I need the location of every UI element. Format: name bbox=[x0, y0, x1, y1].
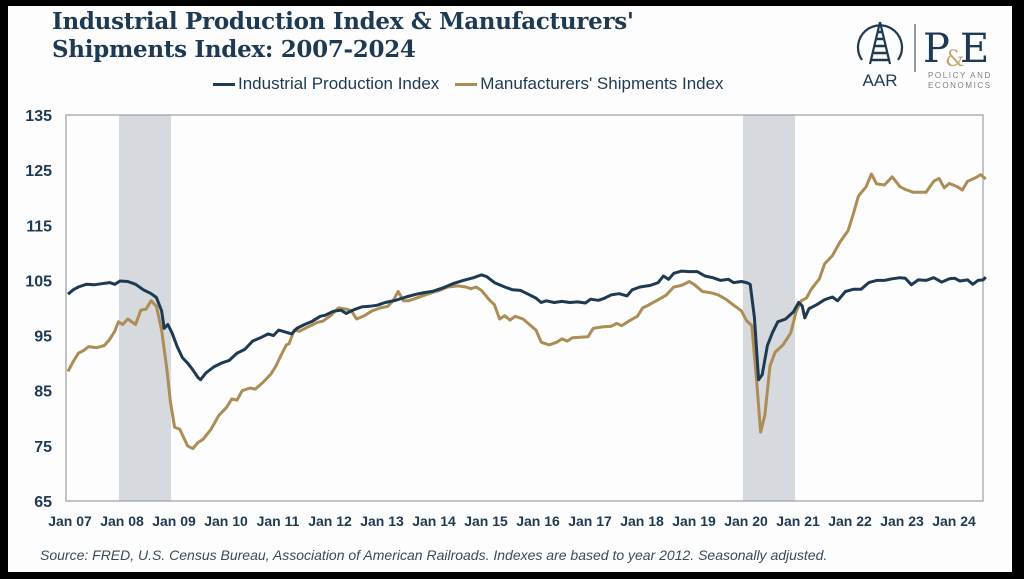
aar-pe-logo: AAR P & E POLICY AND ECONOMICS bbox=[856, 21, 992, 90]
y-tick-label: 65 bbox=[34, 494, 52, 511]
aar-logo-text: AAR bbox=[863, 71, 898, 90]
legend-label-manufacturers-shipments: Manufacturers' Shipments Index bbox=[480, 74, 724, 93]
railroad-track-icon bbox=[856, 21, 904, 65]
x-tick-label: Jan 09 bbox=[152, 513, 196, 529]
shaded-periods bbox=[119, 115, 795, 501]
x-tick-label: Jan 20 bbox=[724, 513, 768, 529]
x-tick-label: Jan 18 bbox=[620, 513, 664, 529]
x-tick-label: Jan 21 bbox=[776, 513, 820, 529]
pe-logo-p: P bbox=[923, 26, 950, 72]
x-tick-label: Jan 16 bbox=[516, 513, 560, 529]
x-tick-label: Jan 07 bbox=[48, 513, 92, 529]
pe-logo-e: E bbox=[960, 26, 989, 72]
chart-legend: Industrial Production Index Manufacturer… bbox=[213, 74, 724, 94]
y-tick-label: 95 bbox=[34, 329, 52, 346]
x-tick-label: Jan 12 bbox=[308, 513, 352, 529]
y-tick-label: 75 bbox=[34, 439, 52, 456]
legend-item-manufacturers-shipments: Manufacturers' Shipments Index bbox=[455, 74, 724, 94]
x-tick-label: Jan 22 bbox=[828, 513, 872, 529]
recession-band-1 bbox=[743, 115, 795, 501]
x-tick-label: Jan 10 bbox=[204, 513, 248, 529]
chart-title: Industrial Production Index & Manufactur… bbox=[52, 8, 634, 64]
pe-subtitle-1: POLICY AND bbox=[928, 71, 992, 80]
legend-swatch-manufacturers-shipments bbox=[455, 82, 478, 86]
y-tick-label: 115 bbox=[26, 218, 52, 235]
x-tick-label: Jan 14 bbox=[412, 513, 456, 529]
y-tick-label: 135 bbox=[25, 108, 52, 125]
plot-frame bbox=[65, 114, 984, 502]
x-tick-label: Jan 23 bbox=[880, 513, 924, 529]
source-note: Source: FRED, U.S. Census Bureau, Associ… bbox=[40, 547, 828, 563]
x-tick-label: Jan 19 bbox=[672, 513, 716, 529]
x-tick-label: Jan 08 bbox=[100, 513, 144, 529]
x-tick-label: Jan 24 bbox=[932, 513, 976, 529]
series-manufacturers-shipments-line bbox=[66, 172, 987, 451]
x-axis-ticks: Jan 07 Jan 08 Jan 09 Jan 10 Jan 11 Jan 12 Jan … bbox=[48, 513, 976, 529]
x-tick-label: Jan 17 bbox=[568, 513, 612, 529]
x-tick-label: Jan 11 bbox=[257, 513, 300, 529]
x-tick-label: Jan 13 bbox=[360, 513, 404, 529]
series-lines bbox=[66, 172, 987, 451]
legend-swatch-industrial-production bbox=[213, 82, 235, 86]
pe-subtitle-2: ECONOMICS bbox=[928, 81, 992, 90]
chart-title-line-1: Industrial Production Index & Manufactur… bbox=[52, 8, 634, 35]
series-industrial-production-line bbox=[67, 269, 987, 382]
x-tick-label: Jan 15 bbox=[464, 513, 508, 529]
y-axis-ticks: 65 75 85 95 105 115 125 135 bbox=[25, 108, 52, 511]
chart-title-line-2: Shipments Index: 2007-2024 bbox=[52, 36, 416, 63]
y-tick-label: 105 bbox=[25, 273, 52, 290]
y-tick-label: 85 bbox=[34, 384, 52, 401]
legend-item-industrial-production: Industrial Production Index bbox=[213, 74, 439, 94]
legend-label-industrial-production: Industrial Production Index bbox=[238, 74, 440, 93]
y-tick-label: 125 bbox=[25, 163, 52, 180]
pe-logo-amp: & bbox=[945, 47, 965, 72]
